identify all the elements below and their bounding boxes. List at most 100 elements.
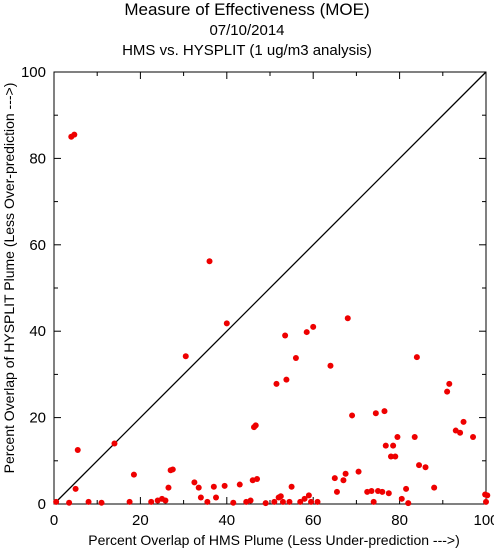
data-point: [484, 492, 491, 499]
data-point: [191, 479, 198, 486]
data-point: [344, 315, 351, 322]
data-point: [444, 388, 451, 395]
data-point: [301, 495, 308, 502]
data-point: [327, 362, 334, 369]
data-point: [247, 497, 254, 504]
data-point: [262, 500, 269, 507]
data-point: [331, 475, 338, 482]
data-points: [53, 131, 491, 507]
data-point: [148, 498, 155, 505]
data-point: [372, 410, 379, 417]
data-point: [111, 440, 118, 447]
data-point: [431, 484, 438, 491]
data-point: [283, 376, 290, 383]
data-point: [71, 131, 78, 138]
data-point: [342, 470, 349, 477]
data-point: [277, 493, 284, 500]
x-tick-label: 80: [391, 512, 408, 529]
data-point: [223, 320, 230, 327]
data-point: [236, 481, 243, 488]
data-point: [279, 498, 286, 505]
data-point: [230, 499, 237, 506]
tick-labels: 0 20 40 60 80 100 0 20 40 60 80 100: [21, 64, 494, 529]
data-point: [422, 464, 429, 471]
x-tick-label: 100: [473, 512, 494, 529]
data-point: [398, 495, 405, 502]
data-point: [470, 434, 477, 441]
data-point: [349, 412, 356, 419]
data-point: [355, 468, 362, 475]
y-tick-label: 40: [29, 323, 46, 340]
data-point: [162, 497, 169, 504]
data-point: [333, 488, 340, 495]
data-point: [385, 490, 392, 497]
data-point: [460, 418, 467, 425]
data-point: [85, 498, 92, 505]
data-point: [126, 498, 133, 505]
x-axis-label: Percent Overlap of HMS Plume (Less Under…: [88, 532, 460, 548]
data-point: [413, 354, 420, 361]
plot-frame: [53, 71, 487, 505]
y-tick-label: 60: [29, 237, 46, 254]
data-point: [130, 471, 137, 478]
data-point: [392, 453, 399, 460]
data-point: [53, 498, 60, 505]
y-tick-label: 100: [21, 64, 46, 81]
data-point: [370, 498, 377, 505]
data-point: [297, 498, 304, 505]
data-point: [411, 434, 418, 441]
y-tick-label: 20: [29, 410, 46, 427]
data-point: [314, 498, 321, 505]
data-point: [271, 498, 278, 505]
data-point: [446, 380, 453, 387]
data-point: [382, 442, 389, 449]
y-tick-label: 0: [38, 496, 46, 513]
data-point: [403, 485, 410, 492]
data-point: [204, 498, 211, 505]
data-point: [74, 447, 81, 453]
data-point: [310, 323, 317, 330]
data-point: [405, 500, 412, 507]
chart-title: Measure of Effectiveness (MOE): [124, 0, 370, 19]
data-point: [213, 494, 219, 501]
x-tick-label: 60: [305, 512, 322, 529]
data-point: [273, 380, 280, 387]
data-point: [72, 485, 79, 492]
data-point: [210, 483, 217, 490]
chart-subtitle: HMS vs. HYSPLIT (1 ug/m3 analysis): [122, 42, 372, 59]
data-point: [254, 475, 261, 482]
data-point: [98, 499, 105, 506]
data-point: [282, 332, 289, 339]
data-point: [381, 408, 388, 415]
x-tick-label: 40: [218, 512, 235, 529]
data-point: [394, 434, 401, 441]
data-point: [457, 429, 464, 436]
y-tick-label: 80: [29, 150, 46, 167]
data-point: [286, 498, 293, 505]
chart-date: 07/10/2014: [209, 22, 285, 39]
data-point: [303, 329, 310, 336]
data-point: [379, 488, 386, 495]
data-point: [292, 354, 299, 361]
data-point: [387, 453, 394, 460]
x-tick-label: 20: [132, 512, 149, 529]
reference-line: [53, 71, 487, 505]
data-point: [197, 494, 204, 501]
data-point: [305, 492, 312, 499]
data-point: [165, 484, 172, 491]
data-point: [252, 422, 259, 429]
data-point: [483, 498, 489, 505]
x-tick-label: 0: [50, 512, 58, 529]
data-point: [308, 498, 315, 505]
data-point: [195, 484, 202, 491]
data-point: [340, 477, 347, 484]
data-point: [368, 488, 375, 495]
data-point: [169, 466, 176, 473]
data-point: [221, 482, 228, 489]
data-point: [66, 499, 73, 506]
y-axis-label: Percent Overlap of HYSPLIT Plume (Less O…: [1, 83, 17, 474]
data-point: [390, 442, 397, 449]
data-point: [182, 353, 189, 360]
data-point: [206, 258, 213, 265]
